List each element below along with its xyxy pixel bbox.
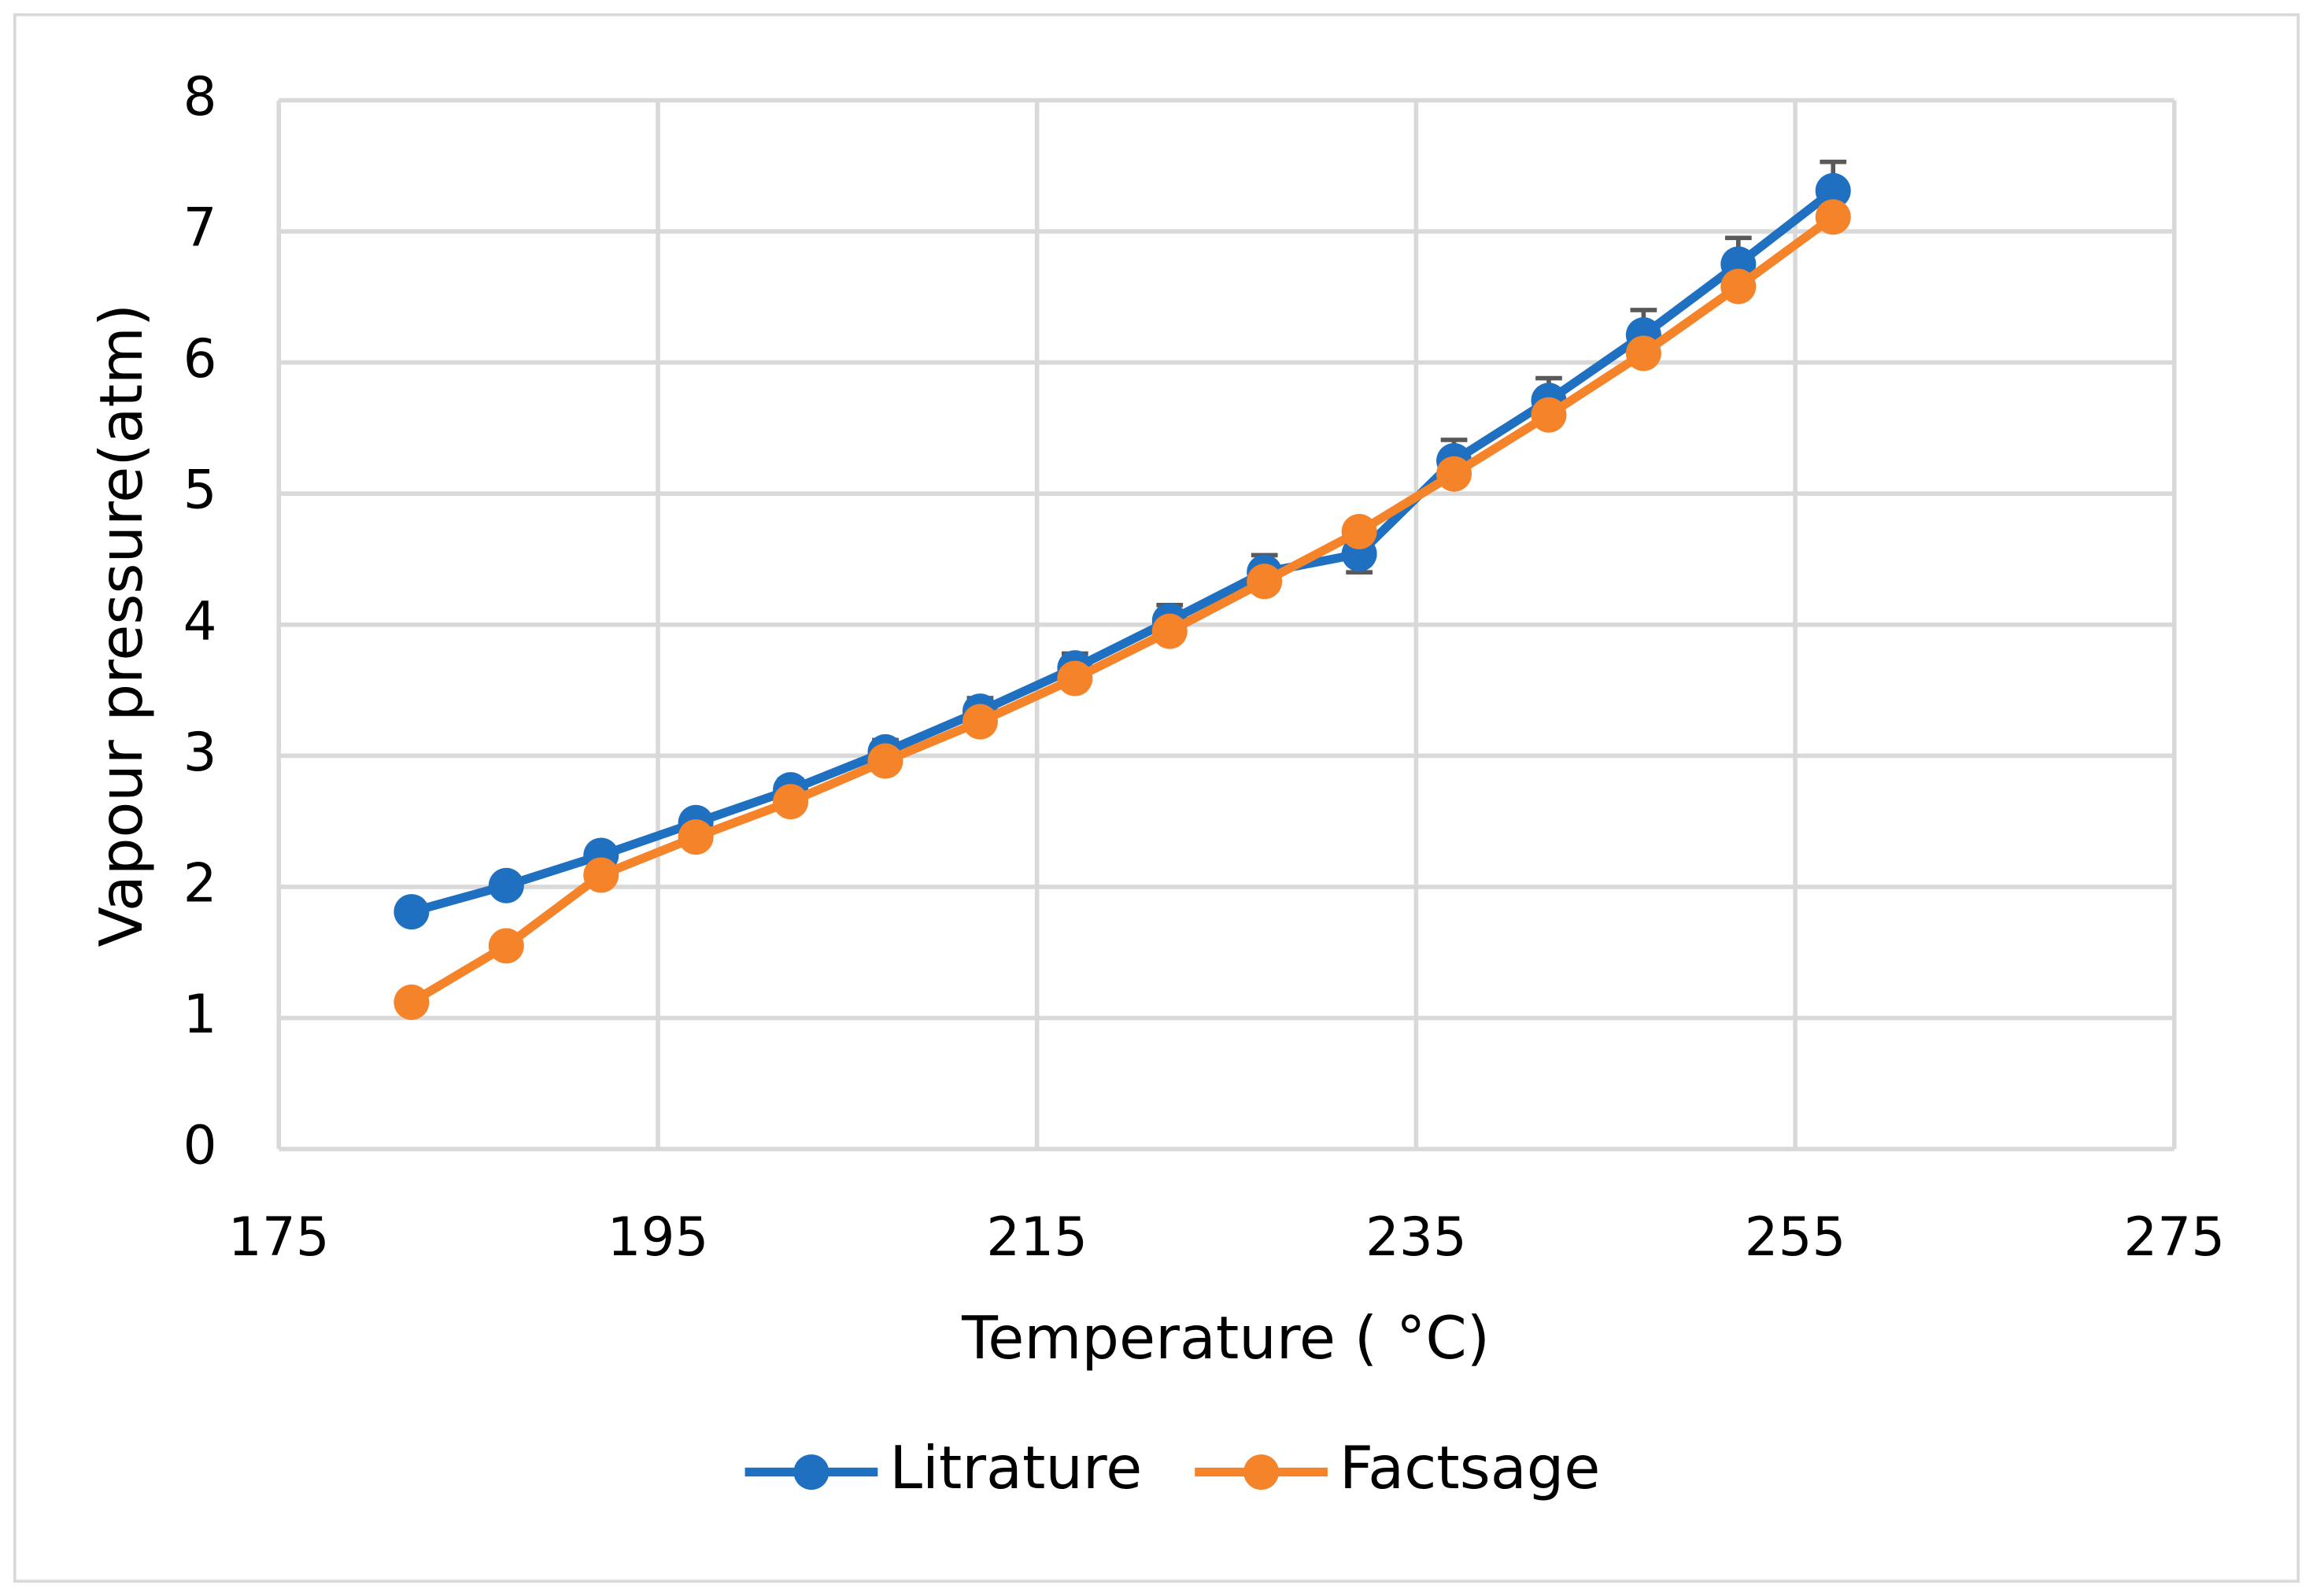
data-point (1531, 397, 1567, 433)
series-line (409, 213, 1836, 1007)
data-point (962, 704, 998, 740)
y-tick-label: 7 (183, 197, 217, 259)
data-point (1247, 563, 1283, 600)
y-tick-label: 0 (183, 1114, 217, 1177)
data-point (488, 928, 524, 964)
y-tick-label: 6 (183, 327, 217, 390)
y-tick-label: 8 (183, 65, 217, 127)
data-point (583, 857, 619, 893)
data-point (773, 784, 809, 820)
y-axis-label: Vapour pressure(atm) (87, 304, 156, 948)
x-tick-label: 235 (1365, 1206, 1467, 1268)
x-axis-label: Temperature ( °C) (961, 1303, 1490, 1372)
data-point (1815, 172, 1851, 209)
x-tick-label: 255 (1745, 1206, 1846, 1268)
legend-marker (793, 1454, 830, 1491)
legend-label: Factsage (1339, 1433, 1601, 1502)
y-tick-label: 5 (183, 459, 217, 521)
series-line (410, 187, 1836, 916)
y-tick-label: 1 (183, 983, 217, 1045)
chart-border (13, 13, 2300, 1583)
x-tick-label: 175 (228, 1206, 330, 1268)
data-point (867, 743, 903, 779)
data-point (394, 894, 430, 930)
x-tick-label: 275 (2123, 1206, 2225, 1268)
data-point (394, 985, 430, 1021)
data-point (1436, 456, 1472, 492)
data-point (678, 819, 714, 855)
data-point (1720, 268, 1757, 305)
y-tick-label: 3 (183, 721, 217, 783)
legend-marker (1243, 1454, 1280, 1491)
x-tick-label: 195 (608, 1206, 709, 1268)
data-point (1625, 335, 1661, 371)
y-tick-label: 2 (183, 852, 217, 914)
data-point (488, 867, 524, 903)
x-tick-label: 215 (986, 1206, 1088, 1268)
y-tick-label: 4 (183, 589, 217, 652)
data-point (1057, 660, 1093, 696)
data-point (1151, 613, 1188, 649)
legend-label: Litrature (889, 1433, 1142, 1502)
data-point (1341, 514, 1377, 549)
data-point (1815, 199, 1851, 235)
